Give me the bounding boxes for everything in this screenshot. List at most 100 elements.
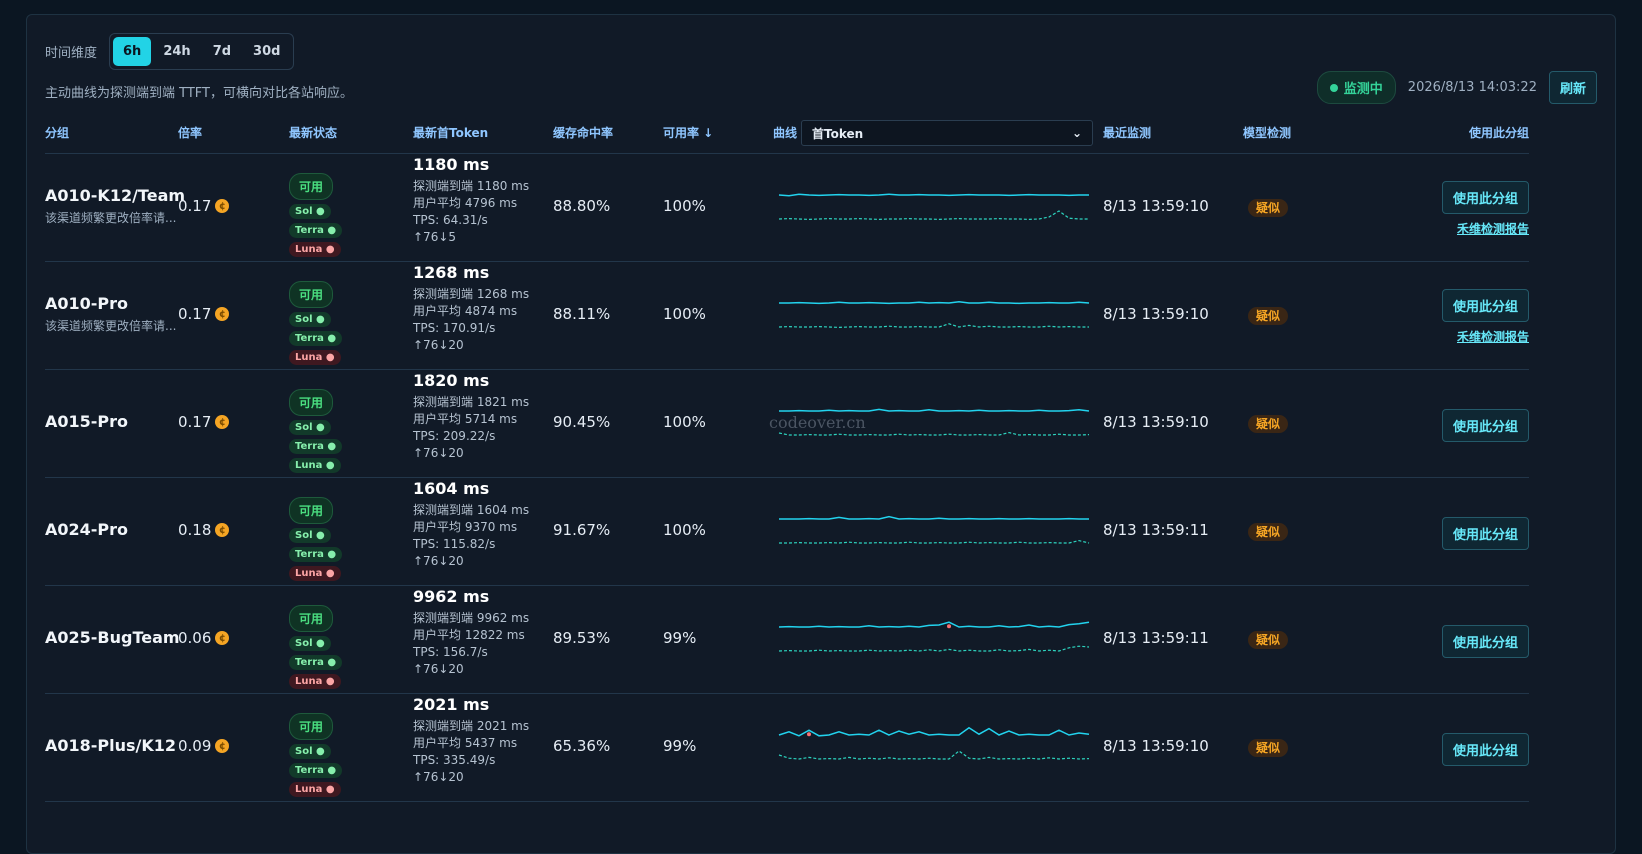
model-chip: Luna ● [289, 242, 341, 257]
header-last-check[interactable]: 最近监测 [1103, 126, 1152, 140]
rate-cell: 0.17 ¢ [178, 305, 230, 323]
model-chips: Sol ● Terra ● Luna ● [289, 636, 379, 689]
status-badge: 可用 [289, 389, 334, 416]
table-row: A025-BugTeam 0.06 ¢ 可用 Sol ● Terra ● Luna ● 996… [45, 585, 1529, 694]
group-cell: A024-Pro [45, 520, 128, 539]
header-status[interactable]: 最新状态 [289, 126, 338, 140]
group-cell: A015-Pro [45, 412, 128, 431]
refresh-button[interactable]: 刷新 [1548, 71, 1597, 104]
group-name: A024-Pro [45, 520, 129, 539]
curve-metric-select[interactable]: 首Token ⌄ [801, 120, 1093, 146]
cache-hit-rate: 89.53% [553, 629, 611, 647]
status-dot-icon [1329, 83, 1338, 92]
header-curve: 曲线 [773, 126, 798, 140]
ttft-detail-tokens: ↑76↓20 [413, 554, 464, 568]
model-check-badge: 疑似 [1248, 307, 1289, 325]
sparkline-user-series [778, 645, 1090, 652]
ttft-sparkline [779, 515, 1090, 544]
header-model-check[interactable]: 模型检测 [1243, 126, 1292, 140]
availability-rate: 100% [663, 521, 706, 539]
model-chip: Luna ● [289, 350, 341, 365]
range-7d-button[interactable]: 7d [212, 44, 232, 59]
rate-value: 0.09 [178, 737, 212, 755]
curve-select-value: 首Token [812, 126, 864, 141]
use-group-button[interactable]: 使用此分组 [1441, 289, 1529, 322]
table-header: 分组 倍率 最新状态 最新首Token 缓存命中率 可用率 ↓ 曲线 首Toke… [45, 119, 1529, 154]
sparkline-main-series [779, 515, 1089, 520]
time-range-bar: 时间维度 6h 24h 7d 30d [45, 33, 295, 70]
coin-icon: ¢ [215, 523, 230, 537]
use-group-button[interactable]: 使用此分组 [1441, 517, 1529, 550]
use-group-button[interactable]: 使用此分组 [1441, 409, 1529, 442]
ttft-detail-probe: 探测端到端 1268 ms [413, 287, 530, 301]
range-30d-button[interactable]: 30d [253, 44, 281, 59]
rate-value: 0.06 [178, 629, 212, 647]
range-6h-button[interactable]: 6h [113, 37, 152, 66]
availability-rate: 100% [663, 197, 706, 215]
ttft-detail-probe: 探测端到端 1180 ms [413, 179, 530, 193]
model-check-cell: 疑似 [1248, 629, 1289, 649]
model-chips: Sol ● Terra ● Luna ● [289, 528, 379, 581]
inspection-report-link[interactable]: 禾维检测报告 [1456, 222, 1529, 236]
ttft-detail-user-avg: 用户平均 12822 ms [413, 628, 525, 642]
use-group-button[interactable]: 使用此分组 [1441, 625, 1529, 658]
last-check-time: 8/13 13:59:11 [1103, 629, 1209, 647]
ttft-detail-user-avg: 用户平均 4796 ms [413, 196, 518, 210]
monitor-status-badge: 监测中 [1316, 71, 1396, 104]
model-chip: Luna ● [289, 782, 341, 797]
last-check-time: 8/13 13:59:10 [1103, 737, 1209, 755]
model-chip: Terra ● [289, 655, 343, 670]
rate-cell: 0.17 ¢ [178, 413, 230, 431]
header-rate[interactable]: 倍率 [178, 126, 203, 140]
cache-hit-rate: 90.45% [553, 413, 611, 431]
ttft-detail-tps: TPS: 156.7/s [413, 645, 488, 659]
coin-icon: ¢ [215, 631, 230, 645]
model-check-badge: 疑似 [1248, 631, 1289, 649]
action-cell: 使用此分组禾维检测报告 [1441, 181, 1529, 237]
header-ttft[interactable]: 最新首Token [413, 126, 489, 140]
rate-cell: 0.06 ¢ [178, 629, 230, 647]
model-chip: Sol ● [289, 420, 331, 435]
update-timestamp: 2026/8/13 14:03:22 [1407, 80, 1537, 95]
model-chip: Sol ● [289, 636, 331, 651]
ttft-sparkline [778, 621, 1090, 652]
model-chips: Sol ● Terra ● Luna ● [289, 312, 379, 365]
status-cell: 可用 Sol ● Terra ● Luna ● [289, 713, 379, 797]
curve-hint: 主动曲线为探测端到端 TTFT，可横向对比各站响应。 [45, 86, 353, 101]
ttft-value: 2021 ms [413, 695, 490, 714]
inspection-report-link[interactable]: 禾维检测报告 [1456, 330, 1529, 344]
header-cache[interactable]: 缓存命中率 [553, 126, 614, 140]
coin-icon: ¢ [215, 307, 230, 321]
cache-hit-rate: 91.67% [553, 521, 611, 539]
ttft-details: 探测端到端 1268 ms 用户平均 4874 ms TPS: 170.91/s ↑7… [413, 286, 529, 354]
header-group[interactable]: 分组 [45, 126, 70, 140]
status-badge: 可用 [289, 605, 334, 632]
use-group-button[interactable]: 使用此分组 [1441, 733, 1529, 766]
model-check-badge: 疑似 [1248, 415, 1289, 433]
chevron-down-icon: ⌄ [1071, 126, 1082, 140]
model-chip: Terra ● [289, 763, 343, 778]
sparkline-user-series [778, 750, 1090, 760]
watermark: codeover.cn [769, 413, 866, 432]
group-cell: A010-Pro 该渠道频繁更改倍率请... [45, 294, 176, 334]
ttft-detail-probe: 探测端到端 1604 ms [413, 503, 530, 517]
rate-cell: 0.18 ¢ [178, 521, 230, 539]
ttft-sparkline [778, 726, 1090, 760]
availability-rate: 99% [663, 629, 697, 647]
table-row: A015-Pro 0.17 ¢ 可用 Sol ● Terra ● Luna ● 1820 ms… [45, 369, 1529, 478]
sparkline-main-series [778, 193, 1089, 197]
availability-rate: 100% [663, 305, 706, 323]
use-group-button[interactable]: 使用此分组 [1441, 181, 1529, 214]
ttft-details: 探测端到端 1821 ms 用户平均 5714 ms TPS: 209.22/s ↑7… [413, 394, 529, 462]
last-check-time: 8/13 13:59:10 [1103, 197, 1209, 215]
group-name: A010-K12/Team [45, 186, 186, 205]
header-availability[interactable]: 可用率 ↓ [663, 126, 714, 140]
table-row: A018-Plus/K12 0.09 ¢ 可用 Sol ● Terra ● Luna ● 20… [45, 693, 1529, 802]
ttft-detail-tokens: ↑76↓20 [413, 770, 464, 784]
cache-hit-rate: 88.11% [553, 305, 611, 323]
status-cell: 可用 Sol ● Terra ● Luna ● [289, 497, 379, 581]
model-chip: Sol ● [289, 744, 331, 759]
range-24h-button[interactable]: 24h [163, 44, 191, 59]
status-badge: 可用 [289, 173, 334, 200]
header-action: 使用此分组 [1468, 126, 1529, 140]
